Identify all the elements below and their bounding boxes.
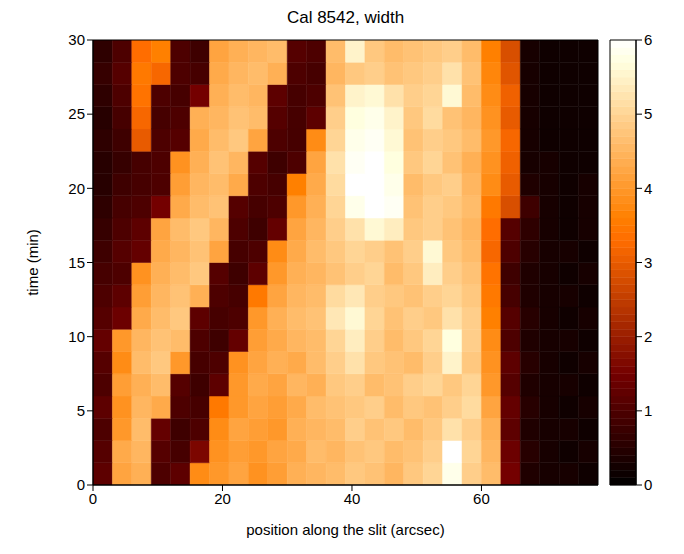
html-text:Cal 8542, width: Cal 8542, width (286, 8, 405, 27)
svg-text:5: 5 (644, 105, 652, 122)
svg-text:3: 3 (644, 254, 652, 271)
svg-text:0: 0 (77, 476, 85, 493)
svg-text:6: 6 (644, 31, 652, 48)
svg-text:25: 25 (68, 105, 85, 122)
svg-text:60: 60 (473, 490, 490, 507)
svg-text:10: 10 (68, 328, 85, 345)
svg-text:0: 0 (89, 490, 97, 507)
svg-text:time (min): time (min) (24, 229, 41, 296)
svg-text:15: 15 (68, 254, 85, 271)
svg-text:1: 1 (644, 402, 652, 419)
svg-text:4: 4 (644, 180, 652, 197)
svg-text:0: 0 (644, 476, 652, 493)
svg-text:2: 2 (644, 328, 652, 345)
svg-text:5: 5 (77, 402, 85, 419)
svg-text:40: 40 (344, 490, 361, 507)
svg-text:30: 30 (68, 31, 85, 48)
svg-text:position along the slit (arcse: position along the slit (arcsec) (246, 521, 444, 538)
svg-text:20: 20 (214, 490, 231, 507)
svg-text:20: 20 (68, 180, 85, 197)
